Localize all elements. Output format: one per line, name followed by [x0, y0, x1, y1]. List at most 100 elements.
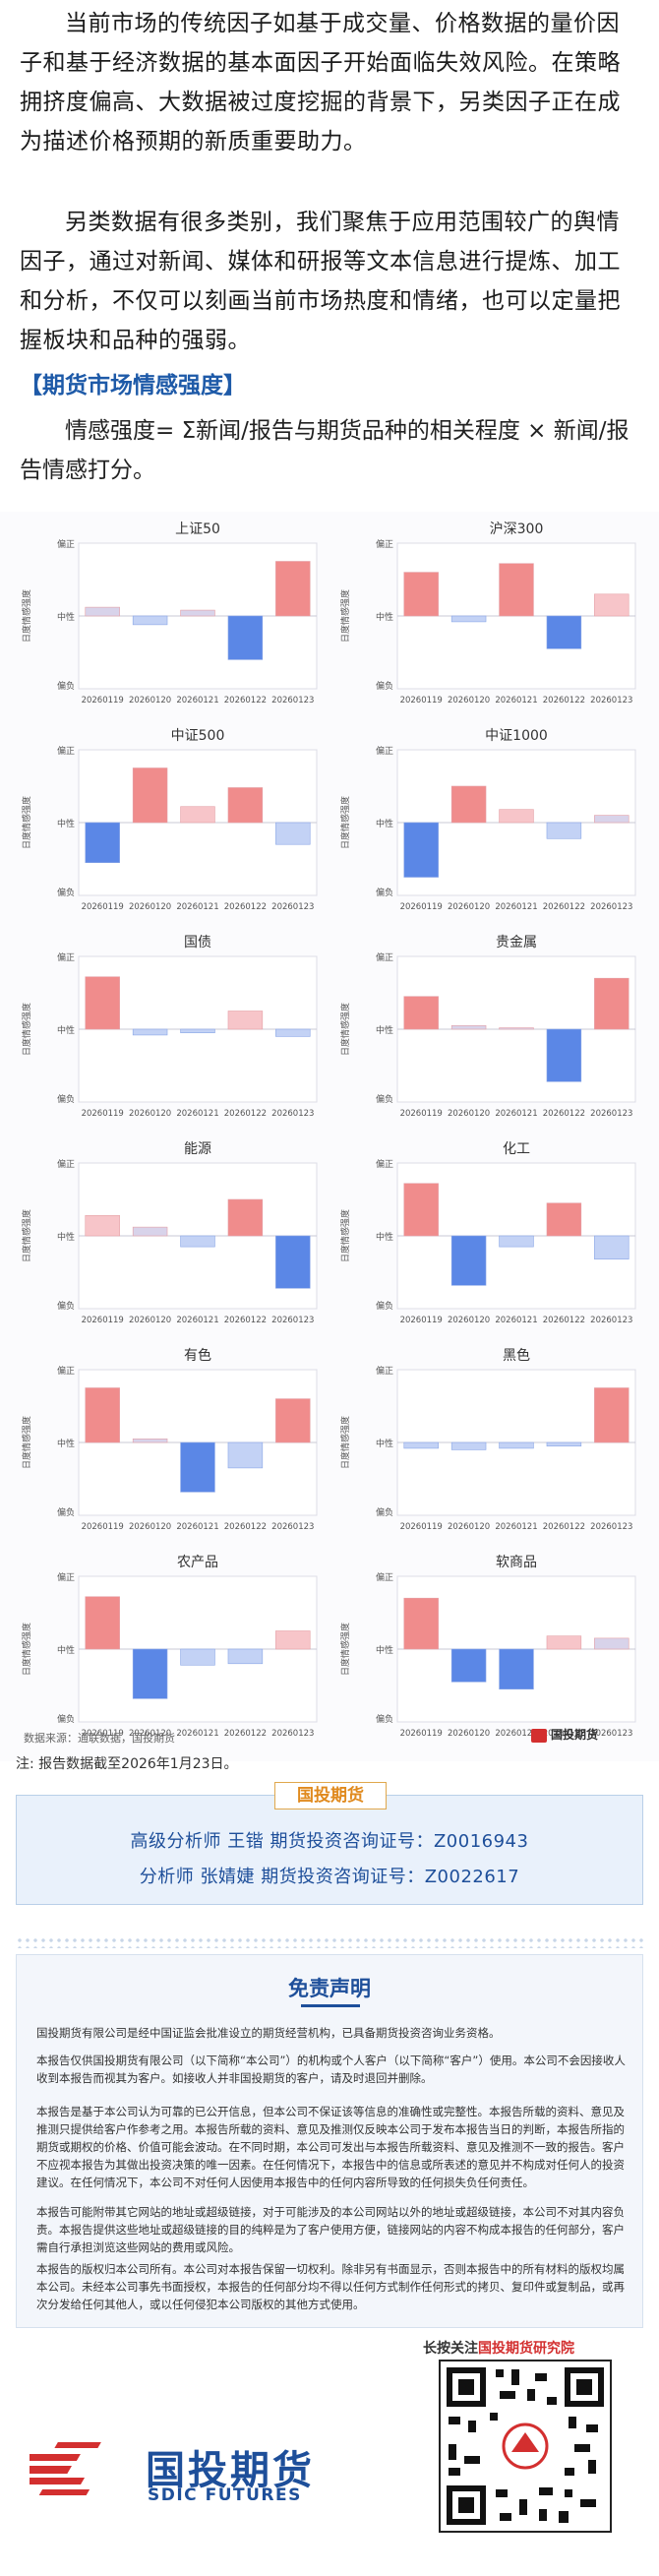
- x-tick-label: 20260121: [495, 1316, 537, 1325]
- x-tick-label: 20260122: [543, 1729, 585, 1739]
- logo-english: SDIC FUTURES: [148, 2485, 302, 2505]
- disclaimer-p2: 本报告仅供国投期货有限公司（以下简称“本公司”）的机构或个人客户（以下简称“客户…: [36, 2054, 626, 2085]
- y-tick-bottom: 偏负: [57, 680, 75, 692]
- bar: [594, 977, 629, 1030]
- x-tick-label: 20260121: [176, 1522, 218, 1532]
- bar: [85, 1387, 120, 1443]
- intro-paragraph-1: 当前市场的传统因子如基于成交量、价格数据的量价因子和基于经济数据的基本面因子开始…: [20, 11, 621, 154]
- bar: [499, 1441, 534, 1449]
- bar: [499, 1027, 534, 1030]
- chart-title: 沪深300: [490, 521, 544, 537]
- follow-prefix: 长按关注: [423, 2341, 478, 2357]
- x-tick-label: 20260120: [448, 1522, 490, 1532]
- brand-mark-icon: [531, 1728, 547, 1743]
- y-tick-bottom: 偏负: [57, 887, 75, 898]
- disclaimer-box: 免责声明 国投期货有限公司是经中国证监会批准设立的期货经营机构，已具备期货投资咨…: [16, 1954, 643, 2328]
- bar: [499, 563, 534, 617]
- bar: [85, 606, 120, 617]
- chart-title: 上证50: [175, 521, 220, 537]
- bar: [403, 1597, 439, 1650]
- y-tick-top: 偏正: [376, 1158, 393, 1170]
- bar: [450, 615, 487, 623]
- bar: [594, 593, 629, 617]
- x-tick-label: 20260122: [224, 696, 267, 705]
- x-tick-label: 20260121: [495, 1109, 537, 1119]
- x-tick-label: 20260120: [129, 1109, 171, 1119]
- x-tick-label: 20260122: [543, 696, 585, 705]
- chart-title: 农产品: [177, 1555, 218, 1570]
- x-tick-label: 20260120: [448, 1729, 490, 1739]
- x-tick-label: 20260123: [271, 1522, 314, 1532]
- x-tick-label: 20260123: [590, 1109, 632, 1119]
- bar: [180, 1648, 215, 1666]
- bar: [403, 822, 439, 878]
- x-tick-label: 20260122: [543, 902, 585, 912]
- formula-text: 情感强度= Σ新闻/报告与期货品种的相关程度 × 新闻/报告情感打分。: [20, 418, 629, 483]
- bar: [594, 1387, 629, 1443]
- bar: [227, 1198, 264, 1237]
- bar: [180, 1028, 215, 1034]
- bar: [275, 1398, 311, 1443]
- bar: [227, 787, 264, 824]
- qr-code[interactable]: [439, 2360, 612, 2533]
- chart-title: 化工: [503, 1141, 530, 1157]
- dot-divider: [16, 1936, 643, 1948]
- y-tick-bottom: 偏负: [376, 1713, 393, 1725]
- analyst-tag: 国投期货: [274, 1782, 387, 1809]
- y-axis-label: 日度情感强度: [21, 796, 32, 849]
- x-tick-label: 20260123: [271, 696, 314, 705]
- chart-title: 黑色: [503, 1347, 530, 1364]
- y-axis-label: 日度情感强度: [21, 1416, 32, 1469]
- y-axis-label: 日度情感强度: [21, 1003, 32, 1056]
- y-tick-mid: 中性: [57, 1024, 75, 1036]
- bar: [594, 1637, 629, 1650]
- bar: [546, 1441, 582, 1447]
- bar: [275, 822, 311, 845]
- bar: [180, 1235, 215, 1248]
- x-tick-label: 20260123: [590, 696, 632, 705]
- x-tick-label: 20260119: [82, 1316, 124, 1325]
- y-tick-top: 偏正: [57, 951, 75, 963]
- x-tick-label: 20260123: [271, 902, 314, 912]
- bar: [180, 609, 215, 617]
- x-tick-label: 20260122: [224, 1729, 267, 1739]
- x-tick-label: 20260121: [176, 696, 218, 705]
- y-axis-label: 日度情感强度: [21, 1623, 32, 1676]
- y-tick-mid: 中性: [376, 611, 393, 623]
- x-tick-label: 20260119: [400, 1316, 443, 1325]
- follow-name: 国投期货研究院: [478, 2341, 574, 2357]
- x-tick-label: 20260120: [129, 1729, 171, 1739]
- chart-title: 能源: [184, 1141, 211, 1157]
- chart-title: 中证500: [171, 728, 225, 744]
- y-tick-top: 偏正: [57, 538, 75, 550]
- x-tick-label: 20260121: [176, 1316, 218, 1325]
- x-tick-label: 20260123: [590, 1729, 632, 1739]
- bar: [546, 615, 582, 649]
- bar: [180, 806, 215, 824]
- bar: [227, 615, 264, 660]
- x-tick-label: 20260120: [448, 1109, 490, 1119]
- bar: [132, 615, 168, 626]
- logo-chinese: 国投期货: [146, 2448, 315, 2493]
- bar: [499, 1235, 534, 1248]
- y-tick-mid: 中性: [376, 1438, 393, 1449]
- y-tick-bottom: 偏负: [376, 1093, 393, 1105]
- y-tick-mid: 中性: [57, 818, 75, 829]
- bar: [594, 815, 629, 824]
- disclaimer-p5: 本报告的版权归本公司所有。本公司对本报告保留一切权利。除非另有书面显示，否则本报…: [36, 2262, 625, 2311]
- x-tick-label: 20260123: [590, 902, 632, 912]
- bar: [227, 1441, 264, 1469]
- x-tick-label: 20260119: [82, 1109, 124, 1119]
- bar: [275, 1235, 311, 1289]
- analyst-line-1: 高级分析师 王锴 期货投资咨询证号：Z0016943: [130, 1831, 529, 1852]
- charts-panel: 上证50 日度情感强度 偏正 中性 偏负 20260119 20260120 20260121…: [0, 512, 659, 1761]
- x-tick-label: 20260120: [129, 1316, 171, 1325]
- bar: [546, 1202, 582, 1237]
- chart-title: 中证1000: [485, 728, 548, 744]
- x-tick-label: 20260120: [129, 696, 171, 705]
